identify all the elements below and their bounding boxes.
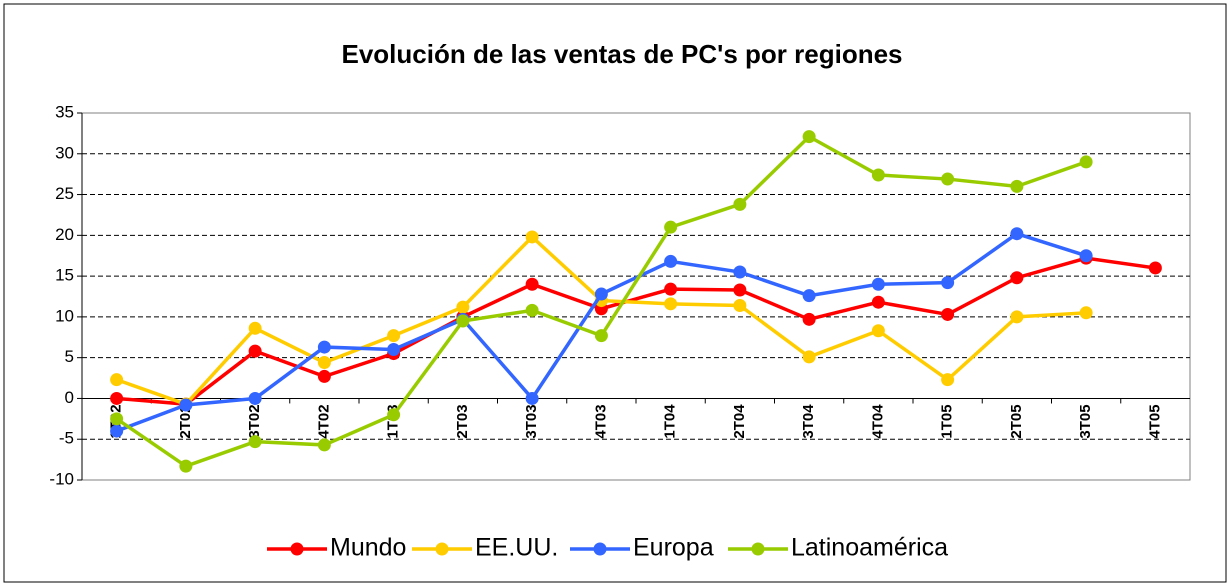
x-tick-label: 4T03 xyxy=(592,404,609,438)
data-point xyxy=(248,391,262,405)
x-tick-label: 1T04 xyxy=(662,404,679,439)
data-point xyxy=(941,276,955,290)
x-tick-label: 3T03 xyxy=(523,404,540,438)
y-tick-label: -5 xyxy=(59,429,74,448)
data-point xyxy=(1079,306,1093,320)
y-tick-label: -10 xyxy=(49,469,74,488)
data-point xyxy=(664,282,678,296)
data-point xyxy=(1010,179,1024,193)
x-tick-label: 2T04 xyxy=(731,404,748,439)
data-point xyxy=(941,172,955,186)
x-tick-label: 2T05 xyxy=(1008,404,1025,438)
legend-marker xyxy=(593,542,607,556)
data-point xyxy=(802,130,816,144)
data-point xyxy=(387,343,401,357)
y-tick-label: 20 xyxy=(55,225,74,244)
legend-marker xyxy=(751,542,765,556)
data-point xyxy=(733,283,747,297)
x-tick-label: 4T04 xyxy=(869,404,886,439)
y-tick-label: 0 xyxy=(65,388,74,407)
data-point xyxy=(1010,227,1024,241)
x-tick-label: 2T03 xyxy=(454,404,471,438)
data-point xyxy=(802,312,816,326)
data-point xyxy=(664,254,678,268)
data-point xyxy=(733,298,747,312)
y-tick-label: 15 xyxy=(55,266,74,285)
legend-label: Europa xyxy=(633,534,714,562)
data-point xyxy=(1148,261,1162,275)
data-point xyxy=(941,307,955,321)
x-tick-label: 4T02 xyxy=(315,404,332,438)
data-point xyxy=(1010,310,1024,324)
data-point xyxy=(110,424,124,438)
data-point xyxy=(456,314,470,328)
series-line xyxy=(116,256,1156,406)
data-point xyxy=(941,373,955,387)
legend-label: Latinoamérica xyxy=(791,534,948,562)
data-point xyxy=(110,373,124,387)
x-tick-label: 3T05 xyxy=(1077,404,1094,438)
data-point xyxy=(733,265,747,279)
data-point xyxy=(802,350,816,364)
data-point xyxy=(317,356,331,370)
data-point xyxy=(110,391,124,405)
data-point xyxy=(525,230,539,244)
data-point xyxy=(456,300,470,314)
y-tick-label: 30 xyxy=(55,143,74,162)
legend-label: Mundo xyxy=(330,534,406,562)
plot-area xyxy=(81,112,1191,481)
data-point xyxy=(802,289,816,303)
data-point xyxy=(248,435,262,449)
data-point xyxy=(179,459,193,473)
data-point xyxy=(179,398,193,412)
data-point xyxy=(1079,249,1093,263)
x-tick-label: 3T04 xyxy=(800,404,817,439)
x-tick-label: 4T05 xyxy=(1146,404,1163,438)
data-point xyxy=(317,438,331,452)
data-point xyxy=(387,408,401,422)
data-point xyxy=(110,412,124,426)
legend-marker xyxy=(435,542,449,556)
data-point xyxy=(1079,155,1093,169)
legend-label: EE.UU. xyxy=(475,534,558,562)
chart-title: Evolución de las ventas de PC's por regi… xyxy=(341,39,902,69)
data-point xyxy=(664,220,678,234)
data-point xyxy=(387,329,401,343)
data-point xyxy=(733,197,747,211)
legend-marker xyxy=(290,542,304,556)
data-point xyxy=(525,277,539,291)
x-tick-label: 2T02 xyxy=(177,404,194,438)
x-tick-label: 3T02 xyxy=(246,404,263,438)
y-tick-label: 25 xyxy=(55,184,74,203)
y-tick-label: 10 xyxy=(55,306,74,325)
data-point xyxy=(525,391,539,405)
data-point xyxy=(871,295,885,309)
data-point xyxy=(594,287,608,301)
data-point xyxy=(317,340,331,354)
data-point xyxy=(594,329,608,343)
data-point xyxy=(248,344,262,358)
data-point xyxy=(1010,271,1024,285)
x-tick-label: 1T05 xyxy=(939,404,956,438)
data-point xyxy=(248,321,262,335)
data-point xyxy=(525,303,539,317)
y-tick-label: 5 xyxy=(65,347,74,366)
data-point xyxy=(871,324,885,338)
y-tick-label: 35 xyxy=(55,102,74,121)
data-point xyxy=(871,168,885,182)
data-point xyxy=(317,369,331,383)
data-point xyxy=(871,277,885,291)
data-point xyxy=(664,297,678,311)
